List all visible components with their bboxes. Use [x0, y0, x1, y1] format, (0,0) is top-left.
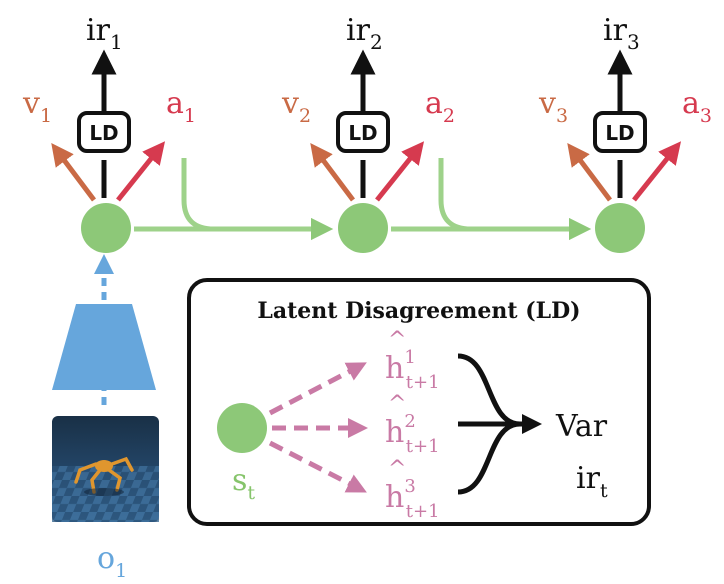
v-arrow-2: [310, 143, 355, 202]
ir-3-label: ir3: [603, 13, 640, 54]
a-3-label: a3: [682, 86, 712, 127]
state-node: [217, 403, 267, 453]
svg-text:^: ^: [388, 457, 406, 482]
v-arrow-1: [51, 143, 96, 202]
observation-label: o1: [97, 541, 127, 582]
ld-label-2: LD: [348, 121, 377, 145]
step-2: ir2 LD v2 a2: [281, 13, 455, 253]
a-arrow-1: [116, 141, 166, 202]
step-3: ir3 LD v3 a3: [538, 13, 712, 253]
a-arrow-3: [632, 141, 682, 202]
observation-image: [52, 416, 159, 522]
ld-box-2: [336, 111, 390, 153]
ld-explainer-box: Latent Disagreement (LD) st ^ h1 t+1 ^ h2…: [187, 278, 651, 526]
svg-text:^: ^: [388, 392, 406, 417]
action-merge-curve-2: [438, 158, 472, 232]
latent-node-3: [595, 203, 645, 253]
step-1: ir1 LD v1 a1: [22, 13, 196, 253]
merge-curve-bottom: [457, 421, 521, 495]
svg-text:^: ^: [388, 328, 406, 353]
ld-label-3: LD: [605, 121, 634, 145]
a-2-label: a2: [425, 86, 455, 127]
v-1-label: v1: [22, 86, 52, 127]
ensemble-arrow-1: [268, 362, 367, 416]
ant-robot-icon: [74, 456, 134, 496]
ir-1-label: ir1: [86, 13, 123, 54]
variance-label: Var: [555, 409, 608, 444]
hat-h-1: ^ h1 t+1: [385, 328, 440, 393]
ir-t-label: irt: [576, 461, 608, 502]
transition-arrows: [134, 158, 592, 241]
action-merge-curve-1: [181, 158, 215, 232]
v-2-label: v2: [281, 86, 311, 127]
ld-explainer-frame: [187, 278, 651, 526]
hat-h-2: ^ h2 t+1: [385, 392, 440, 457]
ld-box-3: [593, 111, 647, 153]
hat-h-3-label: h3 t+1: [385, 476, 440, 522]
latent-node-1: [81, 203, 131, 253]
v-3-label: v3: [538, 86, 568, 127]
encoder-column: o1: [52, 254, 159, 582]
v-arrow-3: [567, 143, 612, 202]
state-label: st: [232, 463, 255, 504]
hat-h-3: ^ h3 t+1: [385, 457, 440, 522]
ld-explainer-title: Latent Disagreement (LD): [257, 298, 580, 324]
ld-box-1: [77, 111, 131, 153]
encoder-trapezoid: [52, 304, 156, 390]
latent-node-2: [338, 203, 388, 253]
ld-label-1: LD: [89, 121, 118, 145]
ir-2-label: ir2: [346, 13, 383, 54]
a-1-label: a1: [166, 86, 196, 127]
merge-curve-top: [457, 353, 521, 427]
hat-h-1-label: h1 t+1: [385, 347, 440, 393]
a-arrow-2: [375, 141, 425, 202]
hat-h-2-label: h2 t+1: [385, 411, 440, 457]
ensemble-arrow-3: [268, 440, 367, 493]
